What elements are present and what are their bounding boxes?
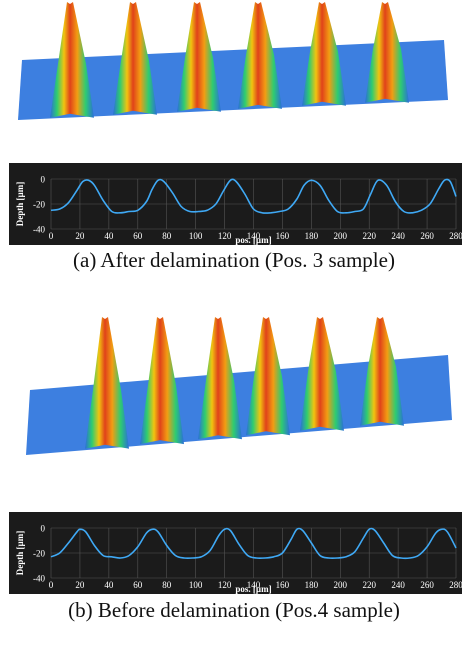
- x-tick-label: 260: [420, 580, 434, 590]
- x-tick-label: 280: [449, 231, 462, 241]
- surface-ridge-right-face: [197, 2, 221, 112]
- x-tick-label: 120: [218, 231, 232, 241]
- x-tick-label: 200: [334, 580, 348, 590]
- depth-profile-svg-a: 0 -20 -40 0 20 40 60 80 100 120 140 160 180 200 220 240…: [15, 175, 463, 246]
- x-tick-label: 20: [75, 580, 85, 590]
- surface-ridge-left-face: [177, 2, 197, 112]
- surface-ridge-left-face: [300, 317, 320, 431]
- surface-ridge-right-face: [266, 317, 290, 436]
- surface-ridge-left-face: [50, 2, 70, 118]
- surface-ridge-left-face: [238, 2, 258, 109]
- surface-ridge-left-face: [360, 317, 380, 426]
- x-tick-label: 120: [218, 580, 232, 590]
- x-tick-label: 100: [189, 231, 203, 241]
- x-tick-label: 100: [189, 580, 203, 590]
- x-tick-label: 60: [133, 580, 143, 590]
- surface-ridge-right-face: [320, 317, 344, 431]
- depth-profile-chart-b: 0 -20 -40 0 20 40 60 80 100 120 140 160 180 200 220 240…: [9, 512, 463, 595]
- x-tick-label: 20: [75, 231, 85, 241]
- x-axis-label: pos. [µm]: [235, 235, 271, 245]
- x-tick-label: 240: [391, 231, 405, 241]
- caption-a: (a) After delamination (Pos. 3 sample): [73, 248, 395, 272]
- x-tick-label: 80: [162, 231, 172, 241]
- y-tick-label: -20: [33, 549, 45, 559]
- depth-profile-svg-b: 0 -20 -40 0 20 40 60 80 100 120 140 160 180 200 220 240…: [15, 524, 463, 595]
- surface-ridge-right-face: [322, 2, 346, 106]
- y-tick-label: 0: [41, 524, 46, 534]
- x-tick-label: 140: [247, 231, 261, 241]
- x-tick-label: 160: [276, 231, 290, 241]
- y-axis-label: Depth [µm]: [15, 531, 25, 575]
- x-tick-label: 240: [391, 580, 405, 590]
- surface-image-a: [0, 0, 468, 135]
- y-tick-label: -40: [33, 574, 45, 584]
- caption-b: (b) Before delamination (Pos.4 sample): [68, 598, 400, 622]
- x-tick-label: 220: [362, 231, 376, 241]
- x-tick-label: 220: [362, 580, 376, 590]
- surface-ridge-left-face: [198, 317, 218, 440]
- y-tick-label: -20: [33, 200, 45, 210]
- x-tick-label: 0: [49, 231, 54, 241]
- x-tick-label: 180: [305, 231, 319, 241]
- surface-ridge-left-face: [85, 317, 105, 449]
- x-tick-label: 280: [449, 580, 462, 590]
- x-tick-label: 0: [49, 580, 54, 590]
- depth-profile-chart-a: 0 -20 -40 0 20 40 60 80 100 120 140 160 180 200 220 240…: [9, 163, 463, 246]
- surface-ridge-left-face: [246, 317, 266, 436]
- surface-ridge-right-face: [160, 317, 184, 445]
- x-tick-label: 200: [334, 231, 348, 241]
- surface-ridge-right-face: [258, 2, 282, 109]
- surface-ridge-left-face: [140, 317, 160, 445]
- y-tick-label: -40: [33, 225, 45, 235]
- surface-ridge-right-face: [105, 317, 129, 449]
- surface-ridge-left-face: [302, 2, 322, 106]
- surface-ridge-right-face: [218, 317, 242, 440]
- depth-profile-line: [50, 178, 457, 214]
- x-tick-label: 180: [305, 580, 319, 590]
- depth-profile-line: [50, 527, 457, 560]
- surface-render-a: [18, 2, 448, 120]
- x-tick-label: 80: [162, 580, 172, 590]
- y-tick-label: 0: [41, 175, 46, 185]
- surface-ridge-right-face: [70, 2, 94, 118]
- surface-ridge-right-face: [133, 2, 157, 115]
- x-tick-label: 40: [104, 580, 114, 590]
- x-tick-label: 160: [276, 580, 290, 590]
- x-tick-label: 260: [420, 231, 434, 241]
- x-tick-label: 60: [133, 231, 143, 241]
- surface-render-b: [26, 317, 452, 455]
- y-axis-label: Depth [µm]: [15, 182, 25, 226]
- surface-ridge-right-face: [385, 2, 409, 103]
- x-tick-label: 40: [104, 231, 114, 241]
- surface-base: [26, 355, 452, 455]
- surface-ridge-left-face: [365, 2, 385, 103]
- surface-ridge-left-face: [113, 2, 133, 115]
- x-axis-label: pos. [µm]: [235, 584, 271, 594]
- surface-ridge-right-face: [380, 317, 404, 426]
- x-tick-label: 140: [247, 580, 261, 590]
- surface-image-b: [0, 305, 468, 470]
